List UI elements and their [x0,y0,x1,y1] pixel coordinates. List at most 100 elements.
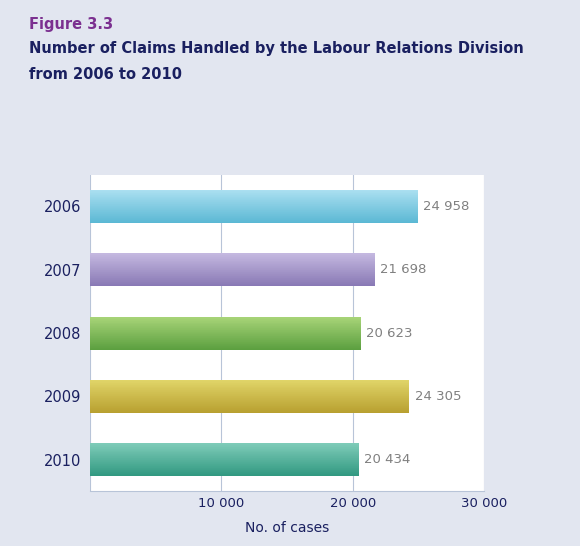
Bar [90,346,361,347]
Bar [90,468,358,469]
Bar [90,348,361,349]
Bar [90,409,409,410]
Bar [90,198,418,199]
Bar [90,269,375,270]
Bar [90,280,375,281]
Bar [90,193,418,194]
Bar [90,190,418,191]
Bar [90,381,409,382]
Bar [90,339,361,340]
Bar [90,254,375,255]
Bar [90,206,418,207]
Bar [90,205,418,206]
Bar [90,470,358,471]
Bar [90,345,361,346]
Text: Figure 3.3: Figure 3.3 [29,17,113,32]
Bar [90,464,358,465]
Bar [90,450,358,451]
Bar [90,448,358,449]
Bar [90,387,409,388]
Bar [90,457,358,458]
Bar [90,471,358,472]
Bar [90,281,375,282]
Bar [90,446,358,447]
Bar [90,207,418,209]
Bar [90,197,418,198]
Bar [90,327,361,328]
Bar [90,321,361,322]
Bar [90,461,358,462]
Bar [90,285,375,286]
Bar [90,334,361,335]
Bar [90,337,361,339]
Bar [90,456,358,457]
Bar [90,319,361,320]
X-axis label: No. of cases: No. of cases [245,521,329,535]
Bar [90,454,358,455]
Bar [90,391,409,392]
Bar [90,390,409,391]
Bar [90,382,409,383]
Bar [90,282,375,283]
Bar [90,459,358,460]
Bar [90,342,361,343]
Text: from 2006 to 2010: from 2006 to 2010 [29,67,182,81]
Bar [90,412,409,413]
Bar [90,257,375,258]
Bar [90,460,358,461]
Bar [90,202,418,203]
Bar [90,322,361,323]
Bar [90,255,375,256]
Bar [90,452,358,453]
Bar [90,410,409,411]
Bar [90,395,409,396]
Bar [90,330,361,331]
Bar [90,329,361,330]
Bar [90,403,409,404]
Bar [90,394,409,395]
Bar [90,210,418,211]
Bar [90,217,418,218]
Text: 20 623: 20 623 [367,327,413,340]
Bar [90,209,418,210]
Bar [90,259,375,260]
Bar [90,199,418,200]
Bar [90,407,409,408]
Bar [90,411,409,412]
Bar [90,469,358,470]
Bar [90,328,361,329]
Bar [90,215,418,216]
Bar [90,284,375,285]
Bar [90,463,358,464]
Bar [90,335,361,336]
Bar [90,383,409,384]
Bar [90,475,358,476]
Bar [90,325,361,326]
Bar [90,385,409,386]
Bar [90,219,418,220]
Bar [90,458,358,459]
Bar [90,331,361,332]
Bar [90,392,409,393]
Bar [90,272,375,273]
Bar [90,200,418,201]
Bar [90,279,375,280]
Bar [90,340,361,341]
Text: 20 434: 20 434 [364,453,410,466]
Bar [90,211,418,212]
Bar [90,218,418,219]
Bar [90,332,361,333]
Bar [90,276,375,277]
Bar [90,261,375,262]
Bar [90,386,409,387]
Bar [90,260,375,261]
Bar [90,384,409,385]
Bar [90,474,358,475]
Bar [90,271,375,272]
Bar [90,388,409,389]
Bar [90,453,358,454]
Text: 24 305: 24 305 [415,390,461,403]
Bar [90,220,418,221]
Bar [90,343,361,345]
Bar [90,273,375,274]
